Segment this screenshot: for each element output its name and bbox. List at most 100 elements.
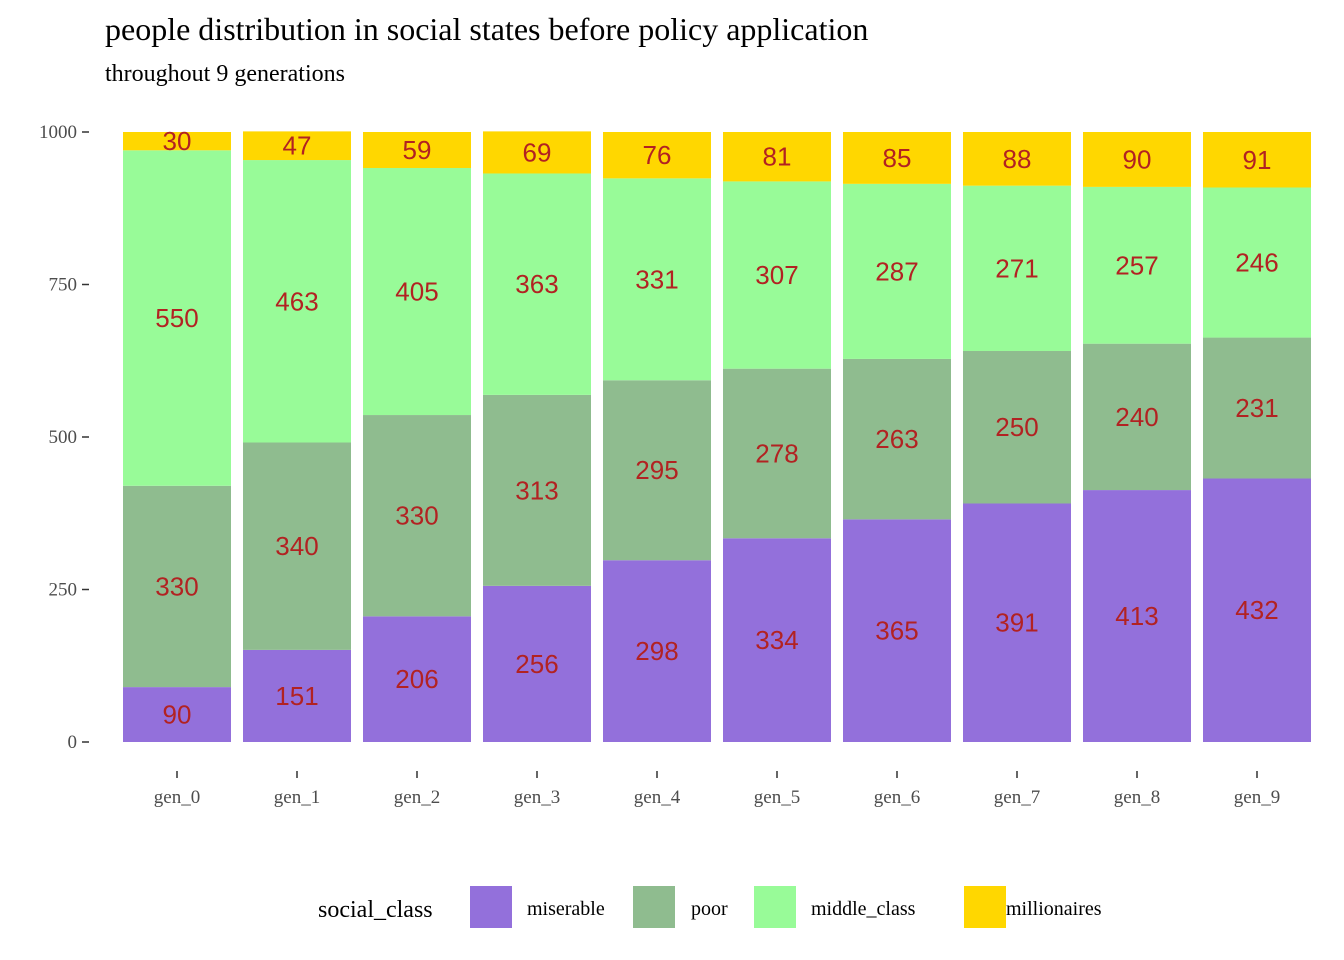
bar-segment-middle_class — [843, 183, 951, 359]
bar-segment-poor — [363, 415, 471, 617]
bar-segment-poor — [243, 442, 351, 650]
bar-label-millionaires: 76 — [643, 140, 672, 170]
bar-segment-miserable — [843, 519, 951, 742]
bar-label-millionaires: 90 — [1123, 144, 1152, 174]
y-tick-label: 750 — [49, 275, 78, 296]
bar-label-poor: 330 — [395, 501, 438, 531]
bar-segment-poor — [723, 368, 831, 539]
bar-segment-millionaires — [363, 132, 471, 168]
x-tick-label: gen_8 — [1114, 787, 1160, 808]
bar-segment-millionaires — [123, 132, 231, 151]
bar-label-miserable: 151 — [275, 681, 318, 711]
bar-label-millionaires: 81 — [763, 142, 792, 172]
x-tick-label: gen_2 — [394, 787, 440, 808]
x-tick-label: gen_6 — [874, 787, 920, 808]
legend-key-middle_class — [754, 886, 796, 928]
bar-label-millionaires: 88 — [1003, 144, 1032, 174]
bar-label-middle_class: 331 — [635, 264, 678, 294]
bar-label-miserable: 256 — [515, 649, 558, 679]
bar-segment-miserable — [1083, 490, 1191, 742]
bar-label-poor: 231 — [1235, 393, 1278, 423]
bar-segment-poor — [603, 380, 711, 561]
bar-segment-middle_class — [483, 173, 591, 395]
bar-label-middle_class: 287 — [875, 256, 918, 286]
legend-key-poor — [633, 886, 675, 928]
bar-segment-middle_class — [123, 150, 231, 486]
legend-label-poor: poor — [691, 898, 728, 920]
bar-segment-miserable — [1203, 478, 1311, 742]
legend-key-miserable — [470, 886, 512, 928]
bar-label-miserable: 391 — [995, 608, 1038, 638]
x-tick-label: gen_7 — [994, 787, 1040, 808]
y-axis: 0 250 500 750 1000 — [39, 122, 89, 753]
bar-label-poor: 313 — [515, 475, 558, 505]
bar-label-middle_class: 246 — [1235, 248, 1278, 278]
bar-label-millionaires: 85 — [883, 143, 912, 173]
bar-segment-poor — [483, 394, 591, 586]
bar-label-poor: 278 — [755, 438, 798, 468]
bar-label-poor: 330 — [155, 571, 198, 601]
y-tick-label: 500 — [49, 427, 78, 448]
y-tick-label: 250 — [49, 580, 78, 601]
x-tick-label: gen_9 — [1234, 787, 1280, 808]
bar-segment-millionaires — [723, 132, 831, 182]
x-tick-label: gen_0 — [154, 787, 200, 808]
bar-label-poor: 240 — [1115, 402, 1158, 432]
x-tick-label: gen_1 — [274, 787, 320, 808]
bar-labels: 90 330 550 30 151 340 463 47 206 330 405 59 256 313 36… — [155, 126, 1278, 729]
legend-title: social_class — [318, 897, 433, 923]
legend-key-millionaires — [964, 886, 1006, 928]
bar-segment-middle_class — [963, 185, 1071, 351]
bar-label-middle_class: 463 — [275, 286, 318, 316]
bar-label-middle_class: 550 — [155, 303, 198, 333]
bar-segment-middle_class — [363, 167, 471, 416]
chart-title: people distribution in social states bef… — [105, 11, 868, 47]
chart-subtitle: throughout 9 generations — [105, 61, 345, 87]
bar-segment-millionaires — [243, 131, 351, 161]
bar-segment-millionaires — [1203, 132, 1311, 188]
bar-segment-millionaires — [1083, 132, 1191, 187]
bar-label-poor: 295 — [635, 455, 678, 485]
bar-segment-miserable — [243, 649, 351, 742]
bar-segment-miserable — [483, 585, 591, 742]
bar-segment-miserable — [963, 503, 1071, 742]
bar-segment-poor — [123, 485, 231, 688]
bar-label-miserable: 90 — [163, 700, 192, 730]
bar-label-miserable: 334 — [755, 625, 798, 655]
bar-segment-miserable — [123, 687, 231, 742]
bar-segment-millionaires — [483, 131, 591, 174]
bar-segment-middle_class — [1083, 186, 1191, 344]
bar-segment-middle_class — [1203, 187, 1311, 338]
bar-segment-middle_class — [243, 160, 351, 443]
legend-label-middle_class: middle_class — [811, 898, 916, 920]
bar-label-millionaires: 69 — [523, 137, 552, 167]
bar-segment-middle_class — [603, 178, 711, 381]
bar-label-middle_class: 271 — [995, 253, 1038, 283]
bar-label-poor: 340 — [275, 531, 318, 561]
bar-label-millionaires: 47 — [283, 131, 312, 161]
bar-label-miserable: 206 — [395, 664, 438, 694]
bar-segment-millionaires — [963, 132, 1071, 186]
x-tick-label: gen_5 — [754, 787, 800, 808]
bar-label-millionaires: 91 — [1243, 145, 1272, 175]
bar-label-middle_class: 405 — [395, 277, 438, 307]
bar-label-middle_class: 257 — [1115, 250, 1158, 280]
bar-label-poor: 250 — [995, 412, 1038, 442]
bar-label-miserable: 365 — [875, 616, 918, 646]
x-tick-label: gen_4 — [634, 787, 681, 808]
bar-segment-poor — [843, 358, 951, 520]
bar-label-millionaires: 30 — [163, 126, 192, 156]
bar-label-middle_class: 363 — [515, 269, 558, 299]
bars — [123, 131, 1311, 742]
legend: social_class miserable poor middle_class mi… — [318, 886, 1102, 928]
x-tick-label: gen_3 — [514, 787, 560, 808]
bar-label-miserable: 298 — [635, 636, 678, 666]
bar-segment-millionaires — [603, 132, 711, 179]
bar-label-millionaires: 59 — [403, 135, 432, 165]
bar-segment-poor — [963, 350, 1071, 504]
bar-segment-poor — [1083, 343, 1191, 491]
bar-segment-miserable — [723, 538, 831, 742]
bar-segment-miserable — [363, 616, 471, 742]
bar-segment-miserable — [603, 560, 711, 742]
